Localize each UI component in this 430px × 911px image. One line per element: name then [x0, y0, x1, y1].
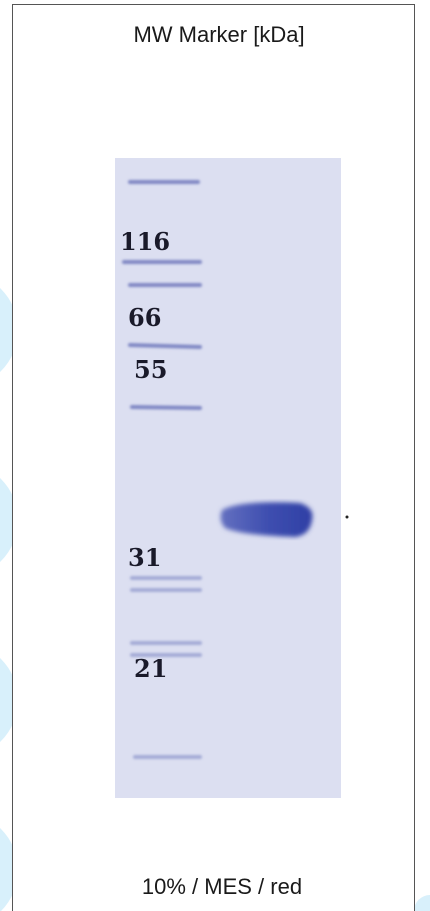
footer: 10% / MES / red [142, 874, 302, 899]
marker-label: 55 [134, 355, 167, 384]
gel-figure: MW Marker [kDa] 116 66 55 31 21 10% / ME… [0, 0, 430, 911]
speck [346, 516, 349, 519]
page: MW Marker [kDa] 116 66 55 31 21 10% / ME… [0, 0, 430, 911]
marker-label: 66 [128, 303, 161, 332]
marker-label: 31 [128, 543, 161, 572]
marker-label: 116 [120, 227, 170, 256]
title: MW Marker [kDa] [133, 22, 304, 47]
marker-label: 21 [134, 654, 167, 683]
